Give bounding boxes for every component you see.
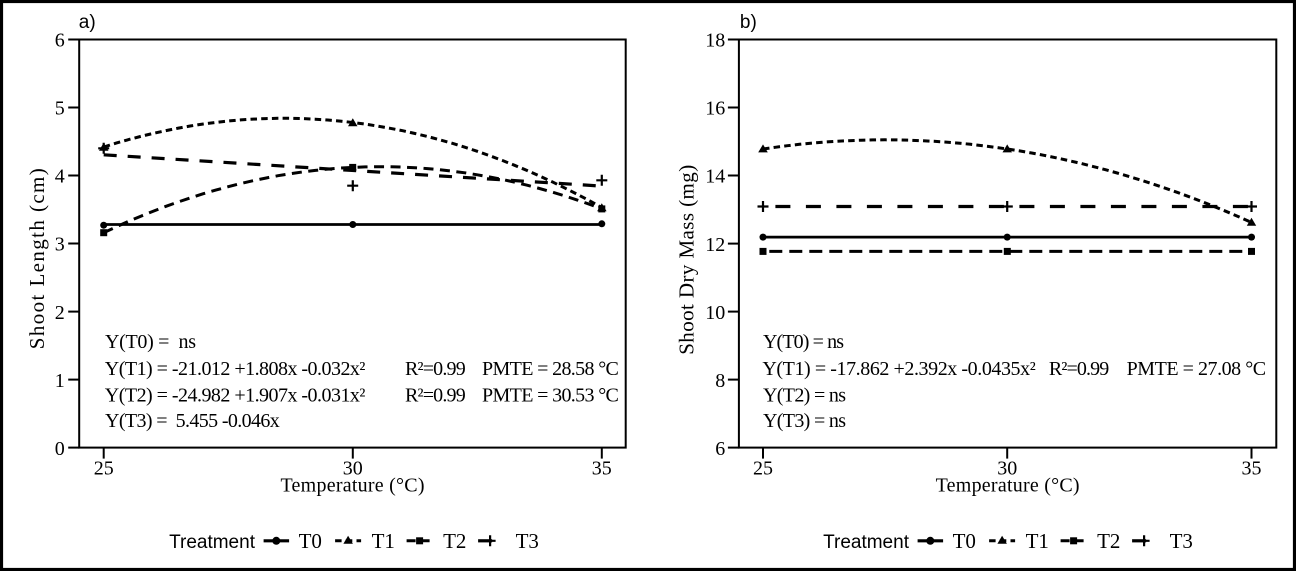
svg-text:1: 1 [55, 370, 65, 392]
svg-text:PMTE = 30.53 °C: PMTE = 30.53 °C [482, 384, 619, 406]
svg-text:R²=0.99: R²=0.99 [405, 358, 466, 380]
svg-text:Y(T0) = ns: Y(T0) = ns [763, 331, 844, 353]
svg-text:T2: T2 [443, 529, 466, 553]
svg-text:6: 6 [55, 30, 65, 52]
svg-text:Y(T3) = 5.455 -0.046x: Y(T3) = 5.455 -0.046x [105, 410, 280, 432]
svg-text:T1: T1 [372, 529, 395, 553]
svg-text:Treatment: Treatment [169, 532, 256, 553]
svg-text:PMTE = 28.58 °C: PMTE = 28.58 °C [482, 358, 619, 380]
svg-text:5: 5 [55, 98, 65, 120]
svg-text:Shoot Length (cm): Shoot Length (cm) [25, 168, 49, 349]
svg-text:14: 14 [705, 166, 725, 188]
svg-text:2: 2 [55, 302, 65, 324]
svg-text:12: 12 [705, 234, 725, 256]
svg-text:Y(T2) = ns: Y(T2) = ns [763, 384, 846, 406]
svg-text:Shoot Dry Mass (mg): Shoot Dry Mass (mg) [675, 165, 699, 355]
svg-text:30: 30 [997, 457, 1017, 479]
svg-text:Temperature (°C): Temperature (°C) [936, 475, 1080, 497]
svg-text:0: 0 [55, 438, 65, 460]
svg-text:16: 16 [705, 98, 725, 120]
svg-text:T0: T0 [953, 529, 976, 553]
svg-text:Y(T1) = -17.862 +2.392x -0.043: Y(T1) = -17.862 +2.392x -0.0435x² [762, 358, 1035, 380]
svg-text:Treatment: Treatment [823, 532, 910, 553]
svg-text:Y(T0) = ns: Y(T0) = ns [105, 331, 196, 353]
svg-text:R²=0.99: R²=0.99 [405, 384, 466, 406]
svg-text:T0: T0 [299, 529, 322, 553]
svg-text:8: 8 [715, 370, 725, 392]
svg-text:b): b) [740, 12, 757, 33]
svg-text:Y(T3) = ns: Y(T3) = ns [763, 410, 846, 432]
svg-text:35: 35 [1242, 457, 1262, 479]
svg-text:25: 25 [94, 457, 114, 479]
svg-text:Y(T2) = -24.982 +1.907x -0.031: Y(T2) = -24.982 +1.907x -0.031x² [105, 384, 366, 406]
svg-text:25: 25 [753, 457, 773, 479]
svg-text:35: 35 [592, 457, 612, 479]
svg-text:a): a) [79, 12, 96, 33]
svg-text:T1: T1 [1026, 529, 1049, 553]
svg-text:3: 3 [55, 234, 65, 256]
svg-text:10: 10 [705, 302, 725, 324]
svg-text:4: 4 [55, 166, 65, 188]
svg-text:R²=0.99: R²=0.99 [1049, 358, 1109, 380]
svg-text:PMTE = 27.08 °C: PMTE = 27.08 °C [1127, 358, 1267, 380]
svg-text:T3: T3 [1170, 529, 1193, 553]
svg-text:30: 30 [343, 457, 363, 479]
svg-text:T3: T3 [516, 529, 539, 553]
svg-text:18: 18 [705, 30, 725, 52]
svg-text:Temperature (°C): Temperature (°C) [281, 475, 425, 497]
svg-text:6: 6 [715, 438, 725, 460]
svg-text:Y(T1) = -21.012 +1.808x -0.032: Y(T1) = -21.012 +1.808x -0.032x² [105, 358, 366, 380]
svg-text:T2: T2 [1097, 529, 1120, 553]
